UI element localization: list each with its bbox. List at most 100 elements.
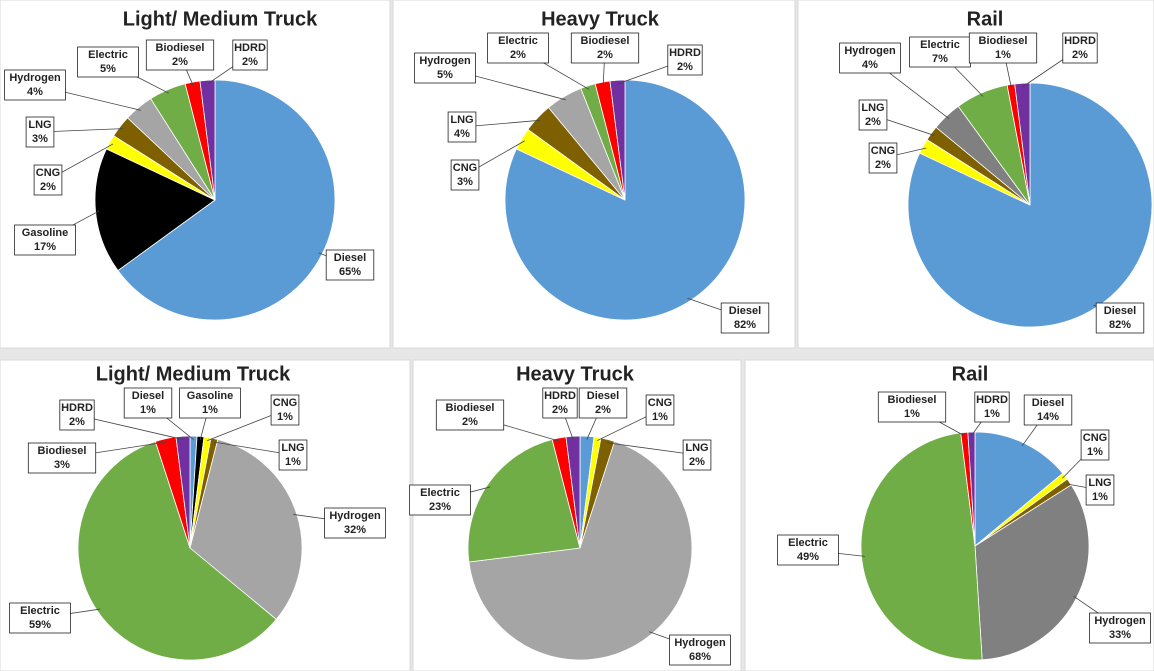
data-label-name: Diesel	[587, 390, 619, 402]
data-label-value: 82%	[1109, 319, 1131, 331]
data-label-value: 2%	[172, 56, 188, 68]
pie-slice	[860, 432, 983, 661]
data-label-value: 7%	[932, 53, 948, 65]
label-box	[868, 142, 898, 174]
label-box	[1089, 612, 1151, 644]
label-box	[1023, 394, 1073, 426]
label-box	[414, 52, 476, 84]
label-box	[14, 224, 76, 256]
label-box	[909, 36, 971, 68]
data-label-value: 1%	[652, 411, 668, 423]
data-label-name: Electric	[788, 537, 828, 549]
data-label-name: LNG	[281, 442, 304, 454]
label-box	[578, 387, 628, 419]
label-box	[4, 69, 66, 101]
pie-slice	[504, 79, 746, 321]
label-box	[232, 39, 268, 71]
data-label-name: Biodiesel	[38, 445, 87, 457]
label-box	[570, 32, 640, 64]
data-label-name: Biodiesel	[581, 35, 630, 47]
label-box	[59, 399, 95, 431]
chart-title: Rail	[952, 363, 989, 385]
label-box	[1095, 302, 1145, 334]
data-label-value: 14%	[1037, 411, 1059, 423]
data-label-name: Diesel	[132, 390, 164, 402]
data-label-value: 2%	[595, 404, 611, 416]
label-box	[324, 507, 386, 539]
data-label-value: 68%	[689, 651, 711, 663]
data-label-value: 2%	[69, 416, 85, 428]
label-box	[720, 302, 770, 334]
data-label-name: CNG	[36, 167, 60, 179]
data-label-value: 49%	[797, 551, 819, 563]
data-label-name: Hydrogen	[844, 45, 896, 57]
data-label-name: Gasoline	[22, 227, 68, 239]
label-box	[33, 164, 63, 196]
label-box	[839, 42, 901, 74]
data-label-name: LNG	[450, 114, 473, 126]
data-label-value: 4%	[454, 128, 470, 140]
pie-slice	[199, 79, 216, 201]
chart-title: Heavy Truck	[516, 363, 635, 385]
data-label-value: 4%	[27, 86, 43, 98]
data-label-name: CNG	[871, 145, 895, 157]
data-label-name: LNG	[861, 102, 884, 114]
data-label-value: 1%	[995, 49, 1011, 61]
data-label-value: 1%	[277, 411, 293, 423]
label-box	[1080, 429, 1110, 461]
label-box	[435, 399, 505, 431]
data-label-value: 65%	[339, 266, 361, 278]
data-label-name: Biodiesel	[979, 35, 1028, 47]
data-label-value: 2%	[510, 49, 526, 61]
pie-slice	[974, 484, 1090, 661]
data-label-name: Diesel	[334, 252, 366, 264]
pie-slice	[565, 435, 581, 549]
pie-slice	[974, 431, 1064, 547]
label-box	[777, 534, 839, 566]
data-label-name: Diesel	[1104, 305, 1136, 317]
data-label-name: Electric	[498, 35, 538, 47]
data-label-name: Diesel	[729, 305, 761, 317]
data-label-value: 1%	[202, 404, 218, 416]
chart-title: Rail	[967, 8, 1004, 30]
data-label-value: 82%	[734, 319, 756, 331]
leader-line	[76, 414, 184, 440]
data-label-name: Electric	[420, 487, 460, 499]
data-label-name: Hydrogen	[674, 637, 726, 649]
data-label-name: HDRD	[234, 42, 266, 54]
label-box	[325, 249, 375, 281]
pie-slice	[467, 439, 581, 563]
data-label-value: 2%	[462, 416, 478, 428]
data-label-value: 2%	[242, 56, 258, 68]
label-box	[487, 32, 549, 64]
data-label-value: 59%	[29, 619, 51, 631]
data-label-value: 3%	[32, 133, 48, 145]
label-box	[25, 116, 55, 148]
label-box	[682, 439, 712, 471]
label-box	[667, 44, 703, 76]
label-box	[77, 46, 139, 78]
data-label-name: Diesel	[1032, 397, 1064, 409]
pie-slice	[77, 440, 277, 661]
data-label-value: 5%	[437, 69, 453, 81]
data-label-value: 2%	[689, 456, 705, 468]
data-label-name: HDRD	[976, 394, 1008, 406]
data-label-value: 2%	[552, 404, 568, 416]
data-label-name: CNG	[273, 397, 297, 409]
label-box	[974, 391, 1010, 423]
data-label-value: 1%	[904, 408, 920, 420]
label-box	[542, 387, 578, 419]
label-box	[858, 99, 888, 131]
data-label-value: 5%	[100, 63, 116, 75]
data-label-name: Biodiesel	[156, 42, 205, 54]
data-label-name: Electric	[920, 39, 960, 51]
pie-slice	[609, 79, 626, 201]
label-box	[409, 484, 471, 516]
data-label-name: HDRD	[61, 402, 93, 414]
data-label-name: CNG	[1083, 432, 1107, 444]
pie-slice	[175, 435, 191, 549]
data-label-value: 2%	[40, 181, 56, 193]
label-box	[278, 439, 308, 471]
data-label-value: 32%	[344, 524, 366, 536]
data-label-name: Biodiesel	[446, 402, 495, 414]
